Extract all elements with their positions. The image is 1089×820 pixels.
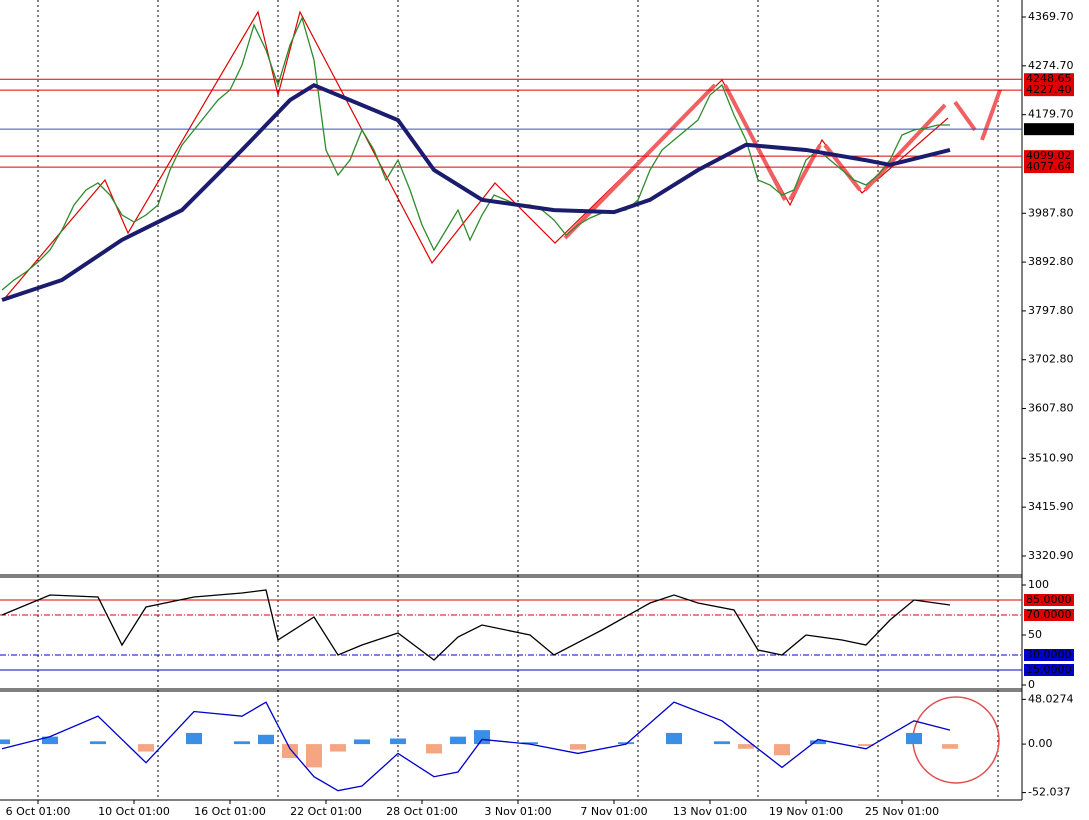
y-tick-label: 4274.70 [1028, 59, 1074, 72]
level-label-box [1024, 73, 1074, 86]
histogram-bar [906, 732, 922, 745]
y-tick-label: 3415.90 [1028, 500, 1074, 513]
annotation-circle [912, 696, 1000, 784]
histogram-bar [306, 744, 322, 768]
level-label-box [1024, 609, 1074, 621]
histogram-bar [618, 742, 634, 745]
histogram-bar [0, 739, 10, 745]
level-label-box [1024, 123, 1074, 136]
histogram-bar [570, 744, 586, 750]
histogram-bar [426, 744, 442, 754]
histogram-bar [522, 742, 538, 745]
level-label: 4248.65 [1026, 72, 1072, 85]
level-label: 85.0000 [1026, 593, 1072, 606]
level-label: 4151.44 [1026, 122, 1072, 135]
y-tick-label: 3607.80 [1028, 402, 1074, 415]
vertical-grid [37, 0, 999, 800]
histogram-bar [330, 744, 346, 752]
y-tick-label: 3987.80 [1028, 206, 1074, 219]
histogram-bar [450, 736, 466, 745]
x-tick-label: 6 Oct 01:00 [6, 805, 71, 818]
histogram-bar [390, 738, 406, 745]
level-label-box [1024, 161, 1074, 174]
level-label-box [1024, 664, 1074, 676]
histogram-bar [186, 732, 202, 745]
level-label: 4227.40 [1026, 83, 1072, 96]
x-tick-label: 10 Oct 01:00 [98, 805, 170, 818]
y-tick-label: 0.00 [1028, 737, 1053, 750]
histogram-bar [858, 744, 874, 746]
y-tick-label: 48.0274 [1028, 692, 1074, 705]
y-tick-label: 3892.80 [1028, 255, 1074, 268]
histogram-bar [810, 740, 826, 745]
y-tick-label: 3702.80 [1028, 353, 1074, 366]
y-tick-label: -52.037 [1028, 786, 1070, 799]
level-label: 15.0000 [1026, 663, 1072, 676]
histogram-bar [354, 739, 370, 745]
x-tick-label: 13 Nov 01:00 [673, 805, 747, 818]
histogram-bar [714, 741, 730, 745]
x-tick-label: 16 Oct 01:00 [194, 805, 266, 818]
x-tick-label: 19 Nov 01:00 [769, 805, 843, 818]
y-tick-label: 3797.80 [1028, 304, 1074, 317]
series-line [1, 589, 951, 661]
panel-borders [0, 0, 1023, 801]
histogram-bar [774, 744, 790, 756]
series-line [1, 701, 951, 792]
y-tick-label: 4369.70 [1028, 10, 1074, 23]
histogram-bar [282, 744, 298, 759]
series-line [1, 82, 951, 302]
level-label-box [1024, 649, 1074, 661]
level-label: 70.0000 [1026, 608, 1072, 621]
histogram-bar [942, 744, 958, 749]
histogram-bar [258, 734, 274, 745]
x-tick-label: 28 Oct 01:00 [386, 805, 458, 818]
zigzag [4, 10, 949, 299]
histogram-bar [90, 741, 106, 745]
y-tick-label: 4179.70 [1028, 108, 1074, 121]
histogram-bar [666, 732, 682, 745]
x-tick-label: 7 Nov 01:00 [580, 805, 647, 818]
level-label-box [1024, 84, 1074, 97]
histogram-bar [42, 736, 58, 745]
arrows [563, 83, 1002, 240]
histogram-bar [234, 741, 250, 745]
x-tick-label: 25 Nov 01:00 [865, 805, 939, 818]
y-tick-label: 100 [1028, 578, 1049, 591]
histogram-bar [138, 744, 154, 752]
level-label-box [1024, 150, 1074, 163]
y-tick-label: 3320.90 [1028, 549, 1074, 562]
histogram-bar [738, 744, 754, 749]
series-line [1, 16, 950, 291]
level-label: 4099.02 [1026, 149, 1072, 162]
histogram-bar [474, 730, 490, 745]
y-tick-label: 3510.90 [1028, 451, 1074, 464]
level-label: 30.0000 [1026, 648, 1072, 661]
level-label: 4077.64 [1026, 160, 1072, 173]
x-tick-label: 22 Oct 01:00 [290, 805, 362, 818]
x-tick-label: 3 Nov 01:00 [484, 805, 551, 818]
y-tick-label: 50 [1028, 628, 1042, 641]
level-label-box [1024, 594, 1074, 606]
y-tick-label: 0 [1028, 678, 1035, 691]
